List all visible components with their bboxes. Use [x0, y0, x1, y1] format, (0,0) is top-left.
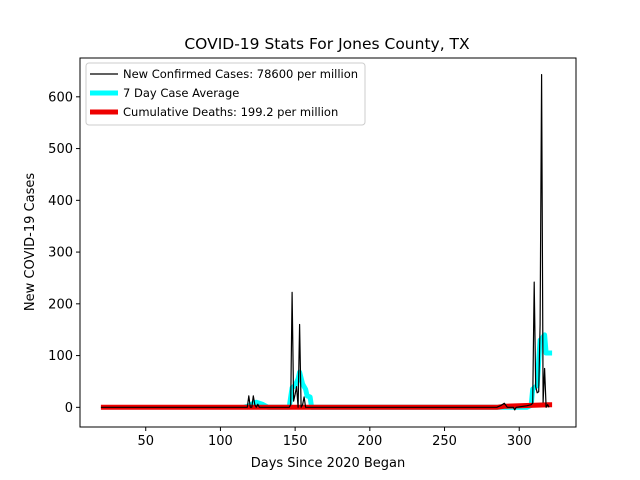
y-tick-label: 300 [48, 246, 73, 261]
legend-label-new-cases: New Confirmed Cases: 78600 per million [123, 67, 358, 81]
legend-label-7day-average: 7 Day Case Average [123, 86, 239, 100]
series-7day-average-line [243, 332, 553, 410]
x-tick-label: 100 [208, 434, 233, 449]
series-layer [100, 73, 553, 411]
plot-frame [79, 57, 577, 428]
x-axis-title: Days Since 2020 Began [251, 456, 406, 471]
y-tick-label: 0 [65, 401, 73, 416]
legend: New Confirmed Cases: 78600 per million 7… [85, 62, 366, 126]
x-tick-label: 50 [137, 434, 154, 449]
legend-box [85, 62, 366, 126]
legend-label-cumulative-deaths: Cumulative Deaths: 199.2 per million [123, 105, 338, 119]
y-tick-label: 100 [48, 349, 73, 364]
chart-title: COVID-19 Stats For Jones County, TX [184, 35, 470, 53]
y-tick-label: 500 [48, 142, 73, 157]
x-tick-label: 300 [507, 434, 532, 449]
y-axis-title: New COVID-19 Cases [23, 173, 38, 311]
x-tick-label: 250 [432, 434, 457, 449]
series-new-cases-line [100, 73, 550, 411]
y-tick-label: 400 [48, 194, 73, 209]
x-tick-label: 200 [357, 434, 382, 449]
y-axis: 0 100 200 300 400 500 600 [48, 90, 80, 416]
y-tick-label: 200 [48, 297, 73, 312]
y-tick-label: 600 [48, 90, 73, 105]
x-axis: 50 100 150 200 250 300 [137, 427, 532, 449]
x-tick-label: 150 [283, 434, 308, 449]
